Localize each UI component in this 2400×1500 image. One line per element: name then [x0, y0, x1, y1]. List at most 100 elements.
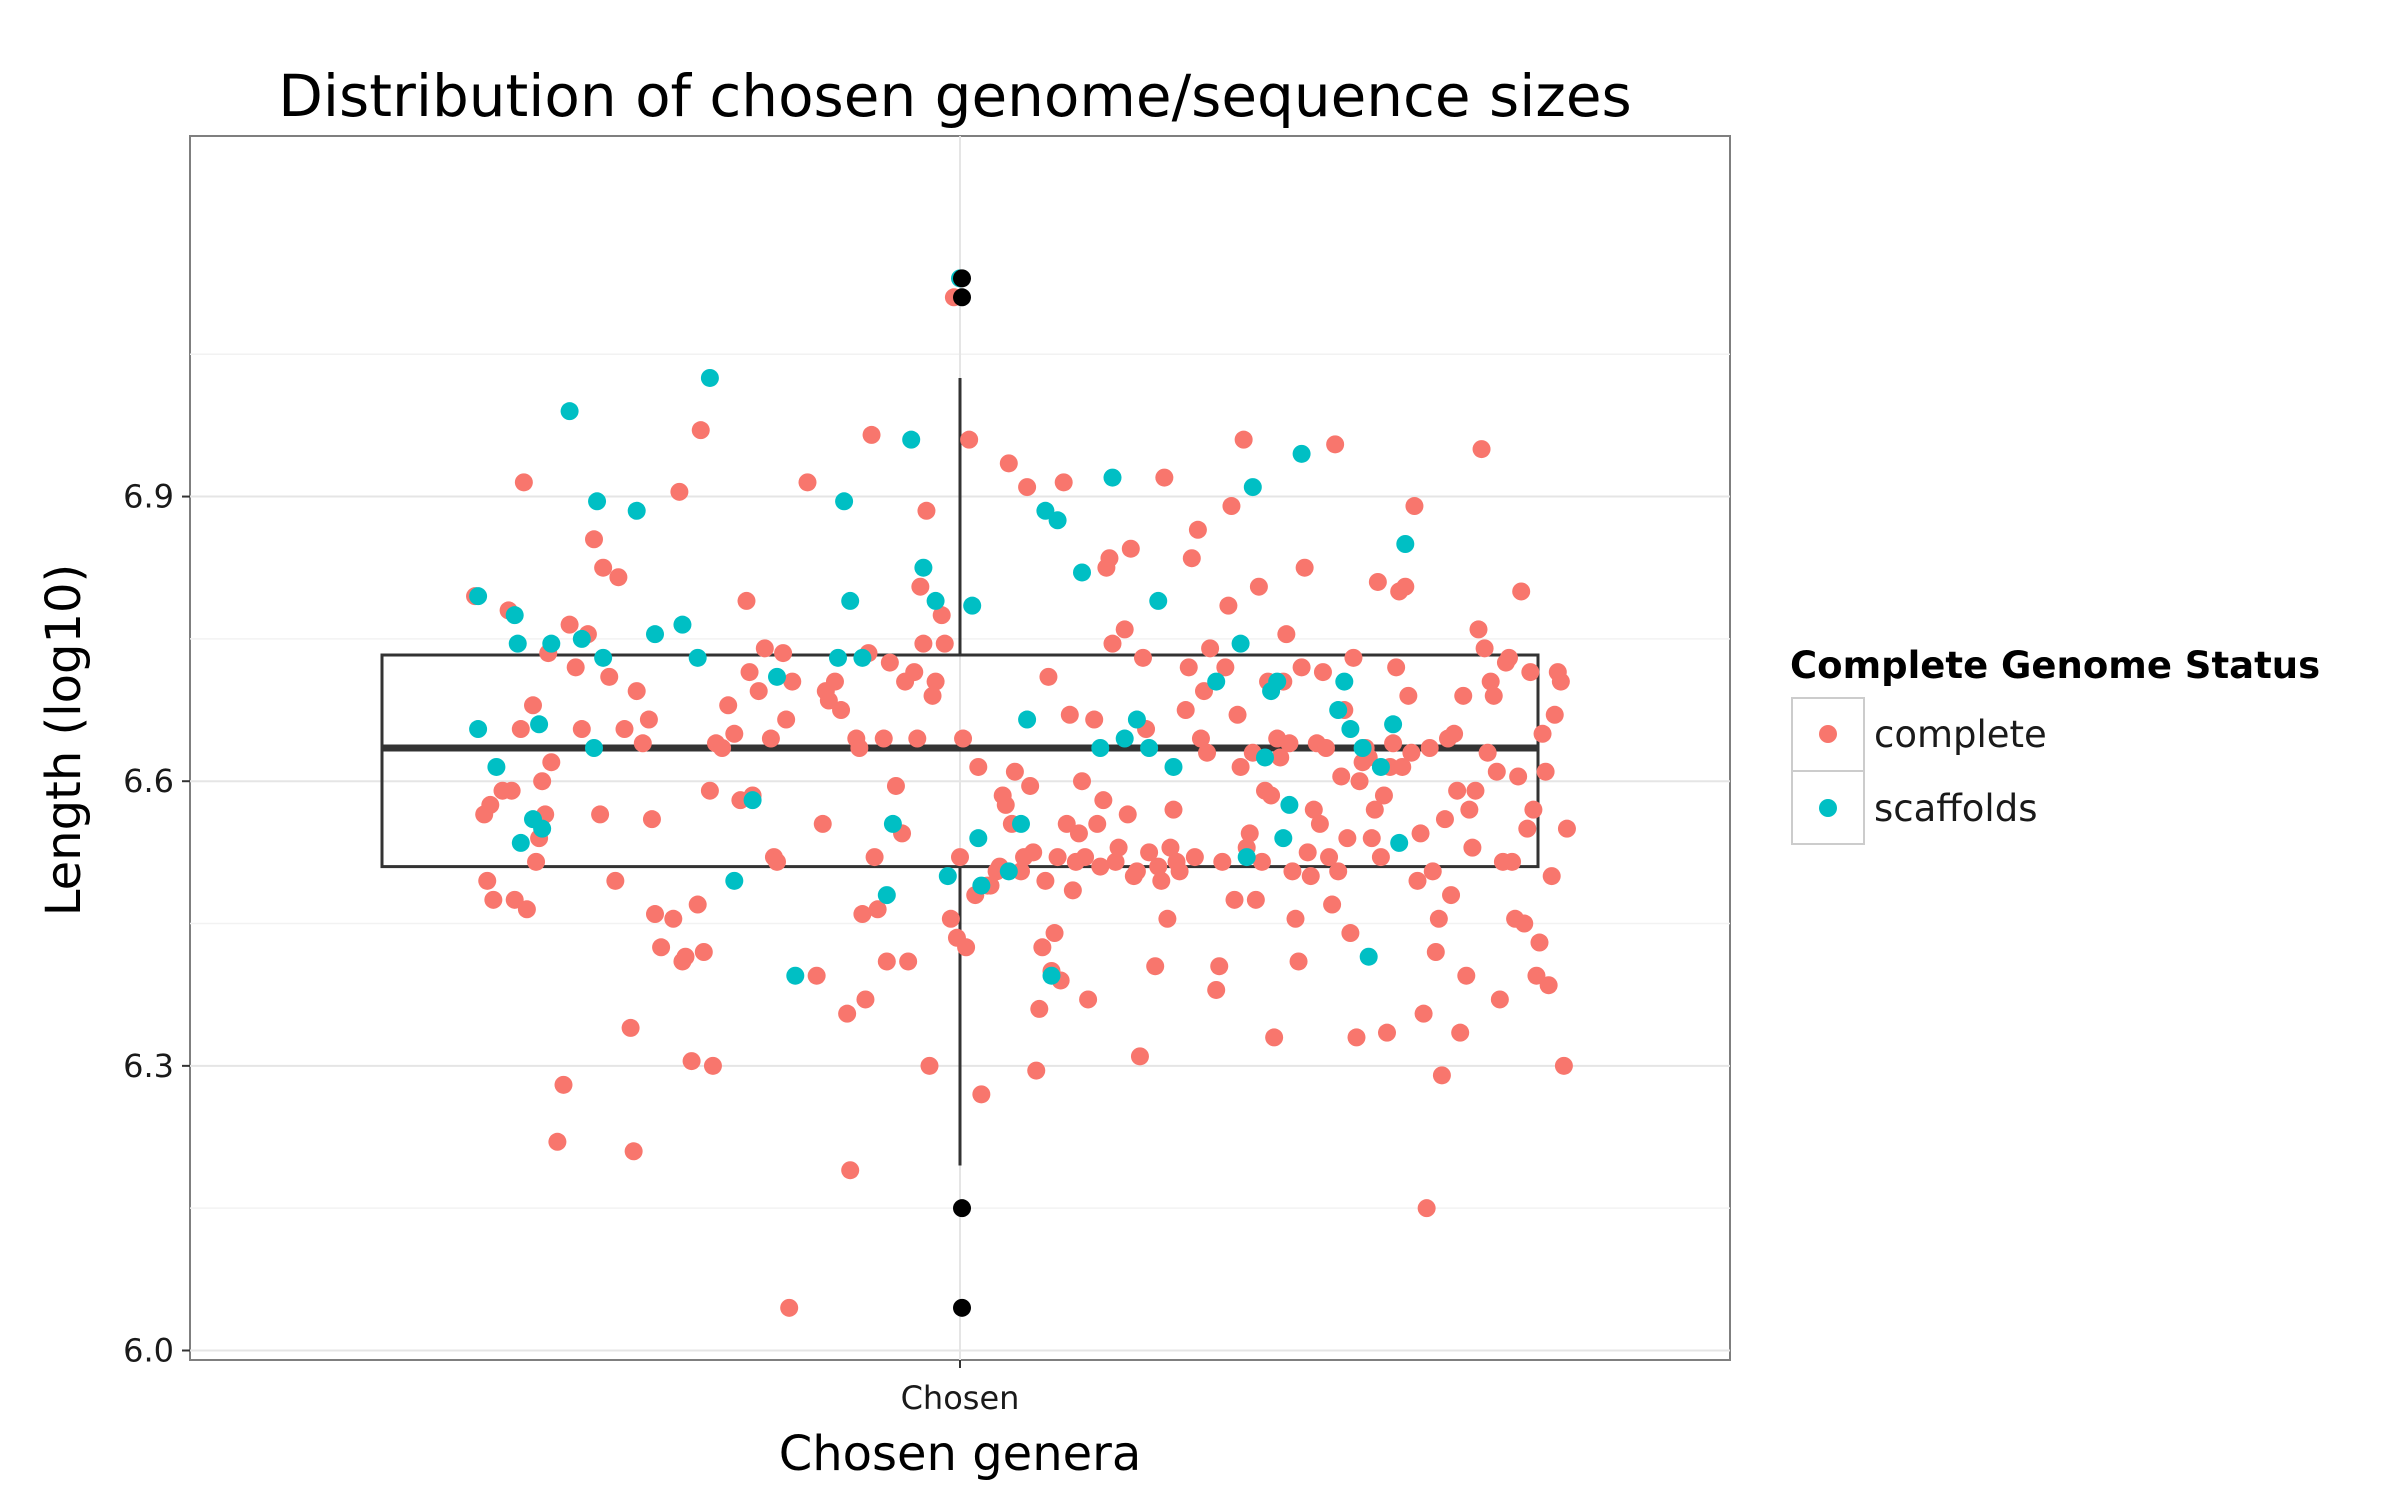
point-complete	[832, 701, 851, 720]
point-complete	[1350, 772, 1369, 791]
point-complete	[1503, 852, 1522, 871]
point-complete	[606, 871, 625, 890]
point-complete	[941, 909, 960, 928]
point-scaffolds	[743, 791, 762, 810]
point-complete	[1295, 558, 1314, 577]
point-complete	[700, 781, 719, 800]
point-complete	[1310, 814, 1329, 833]
point-scaffolds	[1231, 634, 1250, 653]
point-complete	[670, 482, 689, 501]
point-scaffolds	[1390, 833, 1409, 852]
point-complete	[1490, 990, 1509, 1009]
point-complete	[1262, 786, 1281, 805]
outlier-point	[953, 1298, 971, 1317]
point-complete	[1118, 805, 1137, 824]
y-tick-label: 6.9	[123, 478, 174, 516]
point-complete	[502, 781, 521, 800]
point-complete	[1557, 819, 1576, 838]
point-complete	[511, 720, 530, 739]
point-complete	[914, 634, 933, 653]
point-complete	[1103, 634, 1122, 653]
point-complete	[478, 871, 497, 890]
point-scaffolds	[1091, 739, 1110, 757]
x-axis: Chosen	[901, 1360, 1019, 1417]
point-scaffolds	[1292, 444, 1311, 463]
point-scaffolds	[1018, 710, 1037, 729]
point-complete	[1487, 762, 1506, 781]
point-scaffolds	[1048, 511, 1067, 530]
point-complete	[1063, 881, 1082, 900]
point-complete	[1195, 682, 1213, 701]
point-complete	[1188, 520, 1207, 539]
point-complete	[923, 686, 942, 705]
point-complete	[908, 729, 927, 748]
point-complete	[1347, 1028, 1366, 1047]
point-complete	[1191, 729, 1210, 748]
outlier-point	[953, 269, 971, 288]
point-complete	[1378, 1023, 1396, 1042]
point-scaffolds	[469, 587, 488, 606]
point-complete	[719, 696, 738, 715]
point-scaffolds	[725, 871, 744, 890]
point-complete	[1069, 824, 1088, 843]
point-scaffolds	[1012, 814, 1030, 833]
point-complete	[1213, 852, 1232, 871]
point-complete	[1518, 819, 1537, 838]
point-complete	[1326, 435, 1345, 454]
point-complete	[954, 729, 973, 748]
point-complete	[999, 454, 1018, 473]
point-complete	[1085, 710, 1104, 729]
point-complete	[1036, 871, 1055, 890]
point-scaffolds	[1103, 468, 1122, 487]
point-complete	[527, 852, 546, 871]
point-scaffolds	[829, 648, 847, 667]
point-complete	[1210, 957, 1229, 976]
point-complete	[1542, 867, 1561, 886]
point-complete	[960, 430, 979, 449]
point-complete	[1027, 1061, 1046, 1080]
point-complete	[1109, 838, 1128, 857]
point-complete	[972, 1085, 991, 1104]
point-complete	[1539, 976, 1558, 995]
point-complete	[1106, 852, 1125, 871]
point-complete	[585, 530, 603, 549]
point-complete	[1454, 686, 1473, 705]
point-scaffolds	[1359, 947, 1378, 966]
point-complete	[639, 710, 658, 729]
boxplot	[380, 377, 1540, 1166]
point-complete	[1341, 924, 1360, 943]
point-complete	[1393, 757, 1412, 776]
point-complete	[1121, 539, 1140, 558]
point-scaffolds	[542, 634, 561, 653]
point-complete	[1478, 743, 1497, 762]
point-complete	[1298, 843, 1317, 862]
point-scaffolds	[972, 876, 991, 895]
point-scaffolds	[1353, 739, 1372, 757]
point-complete	[1140, 843, 1159, 862]
point-complete	[1054, 473, 1073, 492]
point-complete	[1292, 658, 1311, 677]
point-complete	[874, 729, 893, 748]
point-complete	[1524, 800, 1543, 819]
point-scaffolds	[1237, 848, 1256, 867]
point-complete	[642, 810, 661, 829]
y-tick-label: 6.3	[123, 1047, 174, 1085]
point-complete	[1240, 824, 1259, 843]
point-complete	[1164, 800, 1183, 819]
point-scaffolds	[508, 634, 527, 653]
point-complete	[1277, 625, 1296, 644]
point-complete	[774, 644, 793, 663]
point-complete	[1088, 814, 1107, 833]
point-scaffolds	[1127, 710, 1146, 729]
point-complete	[1466, 781, 1485, 800]
point-complete	[1384, 734, 1403, 753]
point-scaffolds	[1140, 739, 1159, 757]
legend-swatch-complete	[1819, 725, 1837, 743]
point-complete	[1005, 762, 1024, 781]
point-complete	[600, 667, 619, 686]
point-complete	[1423, 862, 1442, 881]
point-complete	[1509, 767, 1528, 786]
point-complete	[813, 814, 832, 833]
point-scaffolds	[926, 591, 945, 610]
point-complete	[1234, 430, 1253, 449]
